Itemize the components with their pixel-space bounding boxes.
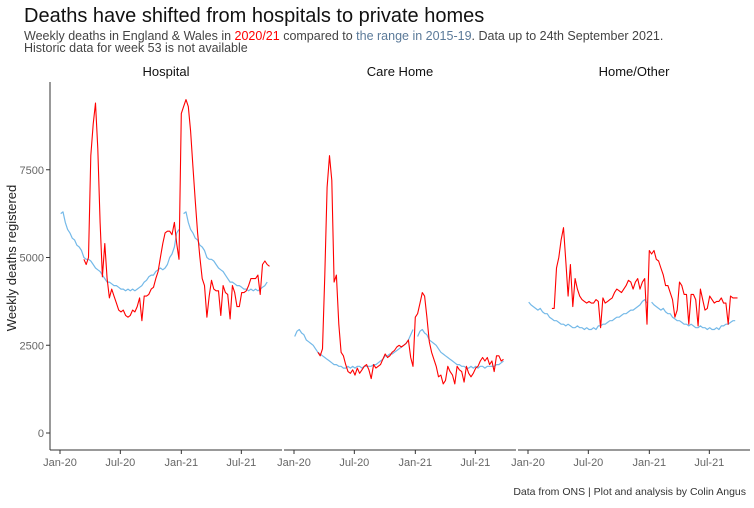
x-tick-label: Jul-20 (339, 457, 369, 469)
subtitle-part: . Data up to 24th September 2021. (472, 29, 664, 43)
y-axis-label: Weekly deaths registered (4, 185, 19, 331)
series-line-current-care-home (317, 155, 504, 385)
subtitle-historic-highlight: the range in 2015-19 (356, 29, 471, 43)
y-tick-label: 5000 (20, 253, 44, 265)
y-tick-label: 7500 (20, 165, 44, 177)
chart-caption: Data from ONS | Plot and analysis by Col… (513, 486, 746, 498)
x-tick-label: Jan-21 (399, 457, 433, 469)
subtitle-part: compared to (280, 29, 356, 43)
subtitle-part: Weekly deaths in England & Wales in (24, 29, 235, 43)
x-tick-label: Jul-20 (105, 457, 135, 469)
series-line-historic-hospital (60, 211, 268, 292)
chart-subtitle-line1: Weekly deaths in England & Wales in 2020… (24, 29, 663, 43)
y-tick-label: 0 (38, 428, 44, 440)
x-tick-label: Jan-20 (43, 457, 77, 469)
y-tick-label: 2500 (20, 340, 44, 352)
plot-area: 0 2500 5000 7500 Hospital Jan-20 Jul-20 Jan-21 J… (20, 64, 750, 469)
panel-title: Home/Other (599, 64, 670, 79)
panel-title: Hospital (143, 64, 190, 79)
series-line-current-home-other (551, 227, 738, 329)
x-tick-label: Jul-21 (694, 457, 724, 469)
x-tick-label: Jan-20 (277, 457, 311, 469)
x-tick-label: Jul-21 (226, 457, 256, 469)
chart-subtitle-line2: Historic data for week 53 is not availab… (24, 41, 248, 55)
series-line-historic-home-other (528, 299, 736, 331)
x-tick-label: Jan-20 (511, 457, 545, 469)
x-tick-label: Jan-21 (633, 457, 667, 469)
subtitle-current-highlight: 2020/21 (235, 29, 280, 43)
panel-title: Care Home (367, 64, 433, 79)
series-line-current-hospital (83, 99, 270, 322)
x-tick-label: Jan-21 (165, 457, 199, 469)
series-line-historic-care-home (294, 328, 504, 369)
chart-title: Deaths have shifted from hospitals to pr… (24, 5, 484, 27)
x-tick-label: Jul-20 (573, 457, 603, 469)
x-tick-label: Jul-21 (460, 457, 490, 469)
